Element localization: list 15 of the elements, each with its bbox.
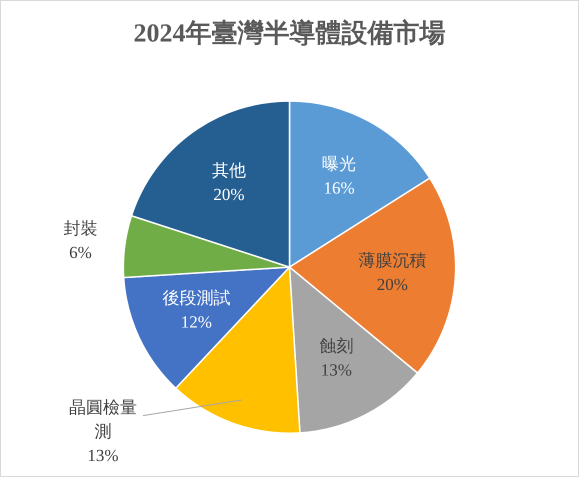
slice-label: 曝光 xyxy=(322,154,356,174)
slice-label: 其他 xyxy=(212,161,246,180)
slice-label: 後段測試 xyxy=(162,288,230,308)
slice-label: 晶圓檢量測 xyxy=(68,398,137,441)
data-label: 16% xyxy=(324,178,355,198)
data-label: 20% xyxy=(376,275,408,294)
data-label: 12% xyxy=(180,312,212,332)
data-label: 13% xyxy=(320,360,352,380)
data-label: 13% xyxy=(87,446,119,465)
slice-label: 薄膜沉積 xyxy=(358,251,426,270)
data-label: 6% xyxy=(69,243,92,262)
data-label: 20% xyxy=(213,185,245,204)
slice-label: 封裝 xyxy=(63,219,98,238)
slice-label: 蝕刻 xyxy=(319,336,354,356)
chart-title: 2024年臺灣半導體設備市場 xyxy=(134,18,446,48)
